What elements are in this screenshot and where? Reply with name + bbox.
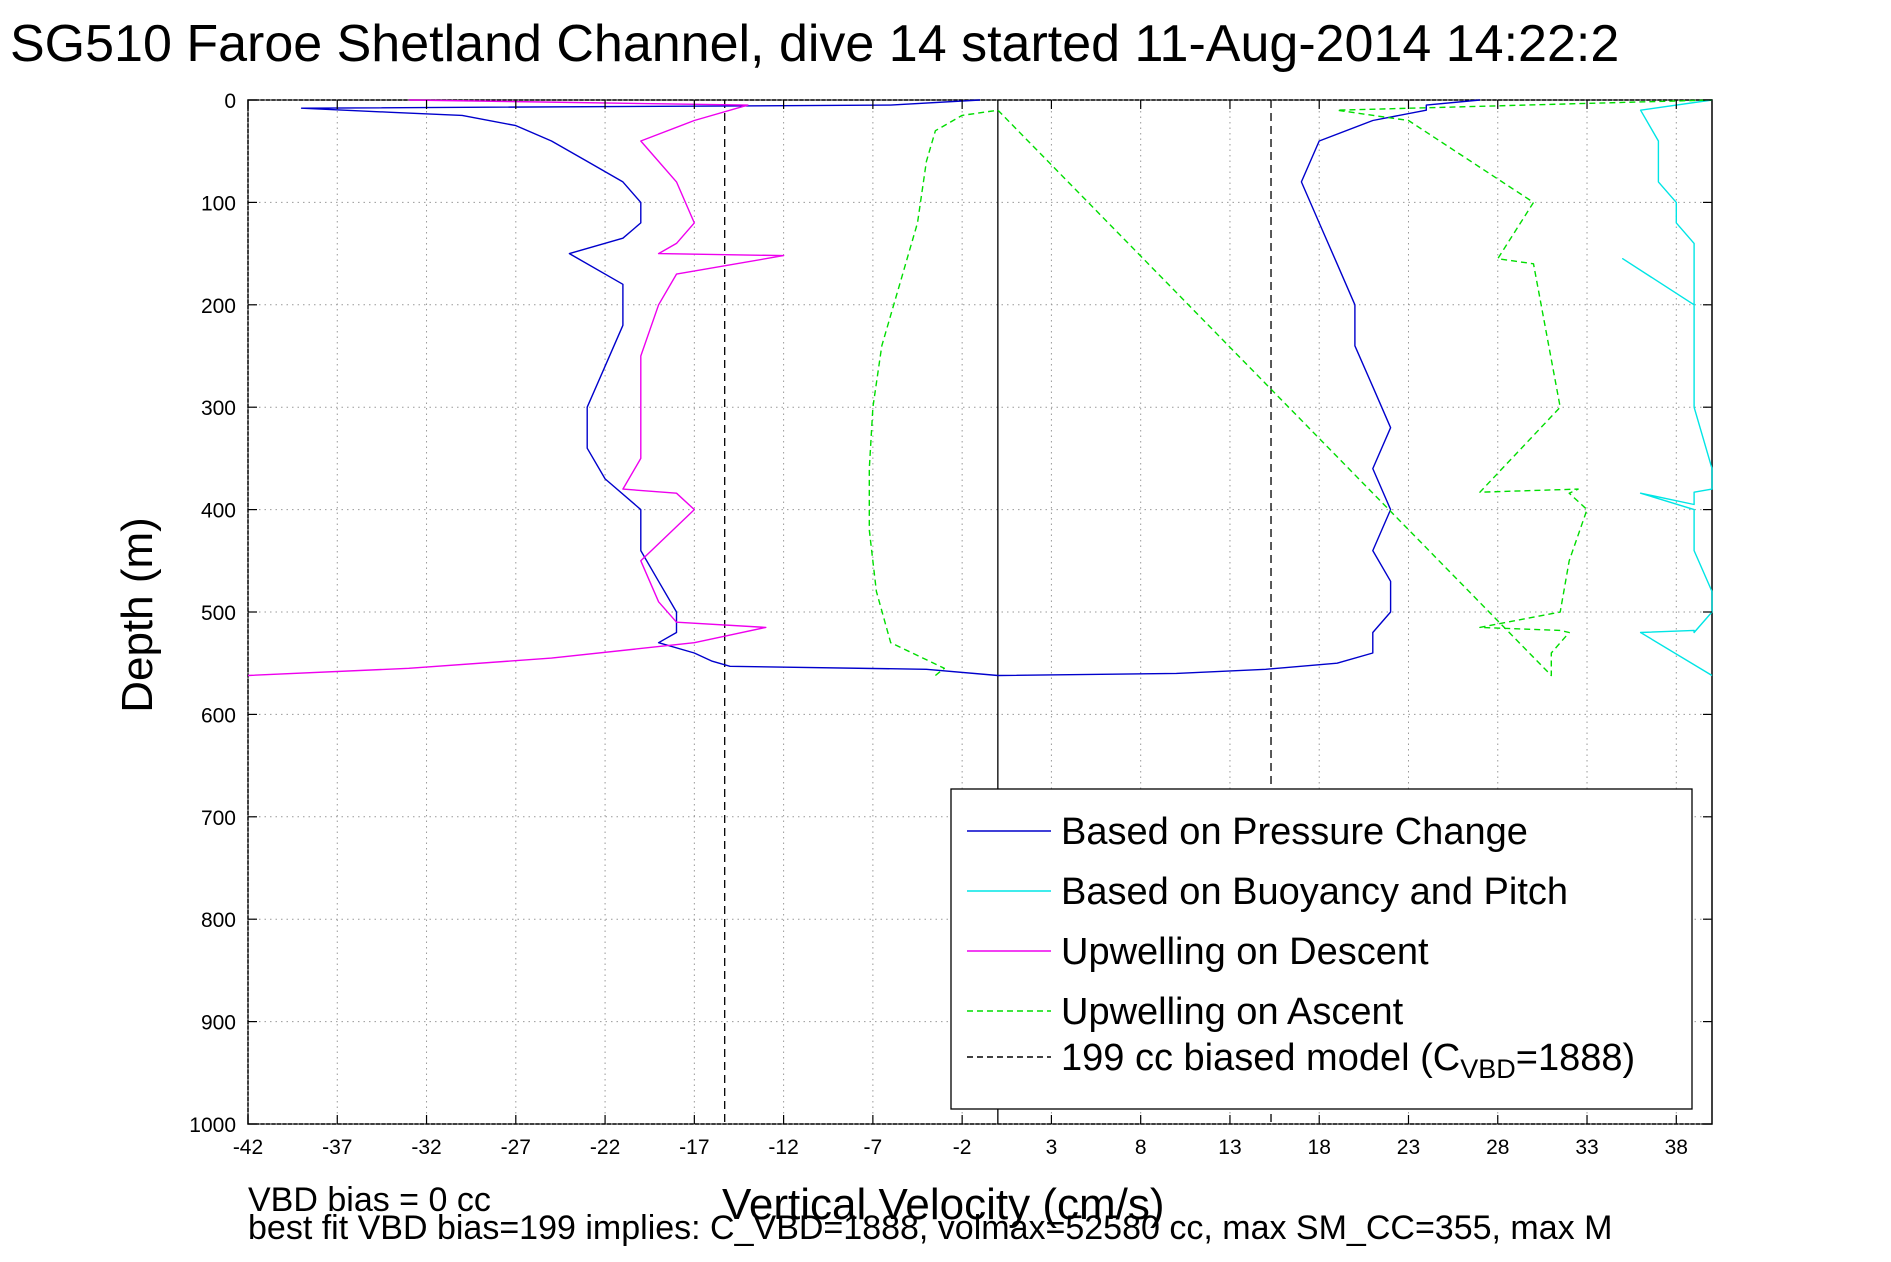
y-tick-label: 1000 (189, 1114, 236, 1137)
series-layer (247, 99, 1713, 677)
series-line-2 (247, 99, 785, 677)
x-tick-label: 38 (1665, 1136, 1688, 1159)
x-axis-label: Vertical Velocity (cm/s) (722, 1180, 1165, 1229)
y-tick-label: 100 (201, 192, 236, 215)
y-tick-label: 300 (201, 397, 236, 420)
footnote-bias: VBD bias = 0 cc (248, 1181, 491, 1219)
y-tick-label: 500 (201, 602, 236, 625)
y-tick-label: 200 (201, 295, 236, 318)
x-tick-label: 28 (1486, 1136, 1509, 1159)
y-tick-label: 600 (201, 704, 236, 727)
y-tick-label: 0 (224, 90, 236, 113)
chart-title: SG510 Faroe Shetland Channel, dive 14 st… (10, 15, 1620, 73)
x-tick-label: -2 (953, 1136, 972, 1159)
series-line-0 (997, 99, 1480, 677)
y-axis: 0 100 200 300 400 500 600 700 800 900 1000 (189, 90, 1712, 1137)
x-tick-label: -37 (322, 1136, 352, 1159)
x-axis: -42 -37 -32 -27 -22 -17 -12 -7 -2 3 8 13 18 23 28 33 38 (233, 100, 1688, 1159)
x-tick-label: 3 (1046, 1136, 1058, 1159)
y-tick-label: 800 (201, 909, 236, 932)
x-tick-label: -22 (590, 1136, 620, 1159)
y-tick-label: 900 (201, 1012, 236, 1035)
x-tick-label: -12 (768, 1136, 798, 1159)
x-tick-label: -42 (233, 1136, 263, 1159)
x-tick-label: -32 (411, 1136, 441, 1159)
x-tick-label: 18 (1308, 1136, 1331, 1159)
series-line-1 (1621, 99, 1713, 677)
x-tick-label: -17 (679, 1136, 709, 1159)
series-line-3 (868, 99, 1713, 677)
y-axis-label: Depth (m) (113, 517, 162, 713)
legend-entry: 199 cc biased model (CVBD=1888) (1061, 1037, 1635, 1084)
legend-entry: Based on Pressure Change (1061, 811, 1528, 853)
x-tick-label: 23 (1397, 1136, 1420, 1159)
legend-entry: Upwelling on Descent (1061, 931, 1429, 973)
legend-entry: Based on Buoyancy and Pitch (1061, 871, 1568, 913)
legend: Based on Pressure Change Based on Buoyanc… (950, 788, 1693, 1110)
x-tick-label: 8 (1135, 1136, 1147, 1159)
footnote-best-fit: best fit VBD bias=199 implies: C_VBD=188… (248, 1209, 1613, 1247)
x-tick-label: 13 (1218, 1136, 1241, 1159)
x-tick-label: 33 (1575, 1136, 1598, 1159)
y-tick-label: 400 (201, 500, 236, 523)
x-tick-label: -27 (501, 1136, 531, 1159)
legend-box (950, 788, 1693, 1110)
series-line-0 (300, 99, 998, 677)
x-tick-label: -7 (864, 1136, 883, 1159)
y-tick-label: 700 (201, 807, 236, 830)
legend-entry: Upwelling on Ascent (1061, 991, 1404, 1033)
